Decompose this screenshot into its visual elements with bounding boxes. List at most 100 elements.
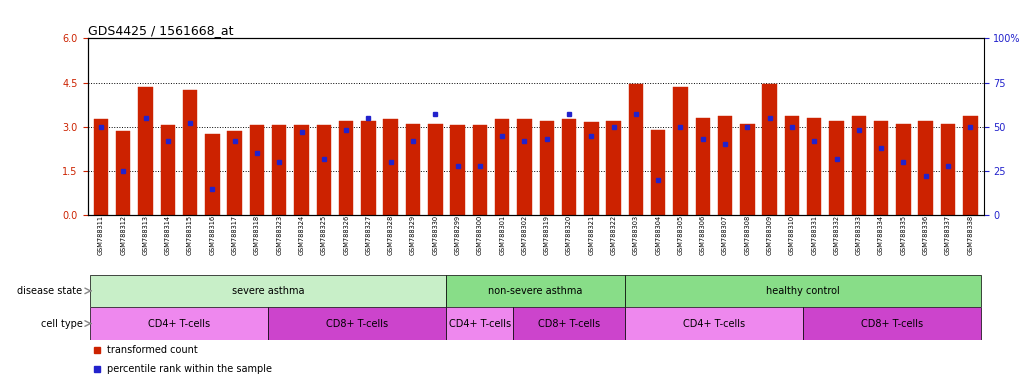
- Bar: [785, 116, 799, 215]
- Text: cell type: cell type: [40, 318, 82, 329]
- Bar: [316, 125, 331, 215]
- Text: GSM788329: GSM788329: [410, 215, 416, 255]
- Bar: [919, 121, 933, 215]
- Text: CD8+ T-cells: CD8+ T-cells: [538, 318, 600, 329]
- Bar: [446, 275, 625, 307]
- Bar: [362, 121, 376, 215]
- Bar: [383, 119, 398, 215]
- Bar: [625, 275, 982, 307]
- Text: GSM788306: GSM788306: [699, 215, 706, 255]
- Text: CD8+ T-cells: CD8+ T-cells: [327, 318, 388, 329]
- Bar: [161, 125, 175, 215]
- Text: CD4+ T-cells: CD4+ T-cells: [449, 318, 511, 329]
- Text: GSM788326: GSM788326: [343, 215, 349, 255]
- Bar: [428, 124, 443, 215]
- Text: non-severe asthma: non-severe asthma: [488, 286, 583, 296]
- Text: GSM788308: GSM788308: [745, 215, 751, 255]
- Text: GSM788301: GSM788301: [500, 215, 505, 255]
- Bar: [852, 116, 866, 215]
- Text: GSM788313: GSM788313: [142, 215, 148, 255]
- Bar: [90, 275, 446, 307]
- Bar: [268, 307, 446, 340]
- Text: GSM788319: GSM788319: [544, 215, 550, 255]
- Text: GSM788338: GSM788338: [967, 215, 973, 255]
- Bar: [607, 121, 621, 215]
- Text: GSM788332: GSM788332: [833, 215, 839, 255]
- Text: GSM788316: GSM788316: [209, 215, 215, 255]
- Bar: [446, 307, 513, 340]
- Text: GSM788310: GSM788310: [789, 215, 795, 255]
- Bar: [138, 87, 152, 215]
- Text: disease state: disease state: [18, 286, 82, 296]
- Bar: [228, 131, 242, 215]
- Text: GSM788303: GSM788303: [632, 215, 639, 255]
- Bar: [495, 119, 510, 215]
- Bar: [513, 307, 625, 340]
- Bar: [718, 116, 732, 215]
- Text: GSM788330: GSM788330: [433, 215, 439, 255]
- Text: GSM788334: GSM788334: [879, 215, 884, 255]
- Bar: [625, 307, 803, 340]
- Bar: [762, 84, 777, 215]
- Text: percentile rank within the sample: percentile rank within the sample: [107, 364, 272, 374]
- Text: GSM788309: GSM788309: [766, 215, 772, 255]
- Text: GSM788311: GSM788311: [98, 215, 104, 255]
- Text: GSM788299: GSM788299: [454, 215, 460, 255]
- Bar: [695, 118, 710, 215]
- Bar: [473, 125, 487, 215]
- Bar: [674, 87, 688, 215]
- Bar: [896, 124, 911, 215]
- Bar: [450, 125, 465, 215]
- Bar: [406, 124, 420, 215]
- Bar: [806, 118, 822, 215]
- Text: GSM788328: GSM788328: [387, 215, 393, 255]
- Text: GSM788318: GSM788318: [254, 215, 260, 255]
- Bar: [90, 307, 268, 340]
- Text: GSM788325: GSM788325: [320, 215, 327, 255]
- Bar: [295, 125, 309, 215]
- Text: severe asthma: severe asthma: [232, 286, 304, 296]
- Text: GSM788337: GSM788337: [945, 215, 951, 255]
- Text: GSM788300: GSM788300: [477, 215, 483, 255]
- Text: GSM788305: GSM788305: [678, 215, 684, 255]
- Text: CD8+ T-cells: CD8+ T-cells: [861, 318, 923, 329]
- Bar: [940, 124, 955, 215]
- Bar: [963, 116, 977, 215]
- Text: GSM788321: GSM788321: [588, 215, 594, 255]
- Bar: [651, 130, 665, 215]
- Bar: [339, 121, 353, 215]
- Text: GSM788322: GSM788322: [611, 215, 617, 255]
- Text: GSM788314: GSM788314: [165, 215, 171, 255]
- Text: GSM788327: GSM788327: [366, 215, 372, 255]
- Bar: [116, 131, 131, 215]
- Text: GSM788331: GSM788331: [812, 215, 817, 255]
- Text: GSM788312: GSM788312: [121, 215, 127, 255]
- Text: GSM788304: GSM788304: [655, 215, 661, 255]
- Text: GSM788336: GSM788336: [923, 215, 929, 255]
- Text: GSM788324: GSM788324: [299, 215, 305, 255]
- Bar: [829, 121, 844, 215]
- Text: transformed count: transformed count: [107, 345, 198, 356]
- Bar: [628, 84, 643, 215]
- Text: GSM788315: GSM788315: [187, 215, 193, 255]
- Text: GSM788333: GSM788333: [856, 215, 862, 255]
- Text: GSM788323: GSM788323: [276, 215, 282, 255]
- Bar: [540, 121, 554, 215]
- Text: CD4+ T-cells: CD4+ T-cells: [148, 318, 210, 329]
- Bar: [584, 122, 598, 215]
- Text: GSM788335: GSM788335: [900, 215, 906, 255]
- Bar: [873, 121, 888, 215]
- Text: GDS4425 / 1561668_at: GDS4425 / 1561668_at: [88, 24, 233, 37]
- Bar: [561, 119, 576, 215]
- Text: CD4+ T-cells: CD4+ T-cells: [683, 318, 745, 329]
- Text: GSM788320: GSM788320: [566, 215, 572, 255]
- Text: GSM788307: GSM788307: [722, 215, 728, 255]
- Bar: [94, 119, 108, 215]
- Text: healthy control: healthy control: [766, 286, 840, 296]
- Text: GSM788317: GSM788317: [232, 215, 238, 255]
- Bar: [272, 125, 286, 215]
- Bar: [741, 124, 755, 215]
- Bar: [183, 90, 198, 215]
- Bar: [249, 125, 265, 215]
- Bar: [205, 134, 219, 215]
